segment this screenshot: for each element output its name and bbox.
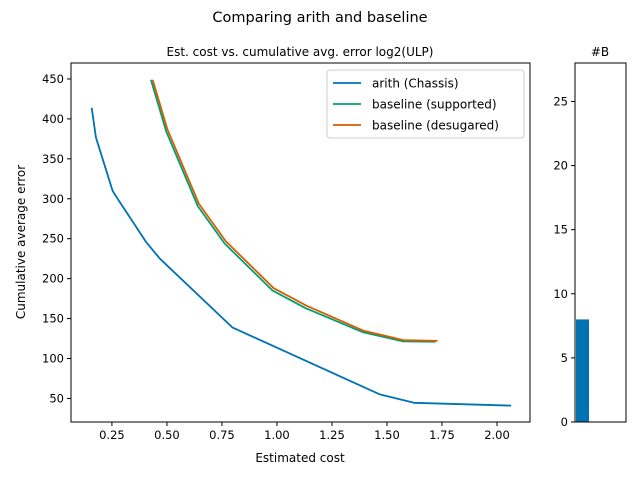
legend-label-2: baseline (desugared) [372,119,499,133]
count-y-tick-label: 10 [553,287,568,301]
x-tick-label: 2.00 [484,428,510,442]
y-tick-label: 100 [42,352,64,366]
y-tick-label: 350 [42,152,64,166]
y-tick-label: 50 [49,391,64,405]
y-tick-label: 400 [42,112,64,126]
count-frame [574,62,627,423]
x-tick-label: 1.75 [429,428,455,442]
count-y-tick-label: 5 [561,351,568,365]
x-tick-label: 1.00 [264,428,290,442]
count-y-tick-label: 25 [553,94,568,108]
legend-label-1: baseline (supported) [372,98,497,112]
x-tick-label: 0.25 [99,428,125,442]
count-title: #B [591,45,609,59]
count-y-tick-label: 0 [561,415,568,429]
legend-label-0: arith (Chassis) [372,77,459,91]
y-tick-label: 250 [42,232,64,246]
y-axis-label: Cumulative average error [14,165,28,319]
y-tick-label: 300 [42,192,64,206]
series-line-0 [90,107,512,407]
y-tick-label: 450 [42,72,64,86]
x-tick-label: 0.75 [209,428,235,442]
series-line-1 [150,79,436,343]
count-y-tick-label: 20 [553,159,568,173]
x-axis-label: Estimated cost [255,451,345,465]
legend: arith (Chassis) baseline (supported) basel… [326,69,525,139]
figure-suptitle: Comparing arith and baseline [212,10,427,26]
plot-frame [70,62,531,423]
x-tick-label: 0.50 [154,428,180,442]
x-tick-label: 1.25 [319,428,345,442]
y-tick-label: 200 [42,272,64,286]
x-tick-label: 1.50 [374,428,400,442]
main-title: Est. cost vs. cumulative avg. error log2… [167,45,434,59]
y-tick-label: 150 [42,312,64,326]
legend-box [326,69,525,139]
bar-0 [576,319,589,422]
count-axes: #B 0 5 10 15 20 25 [553,45,627,429]
count-y-tick-label: 15 [553,223,568,237]
series-line-2 [151,79,438,342]
main-axes: Est. cost vs. cumulative avg. error log2… [14,45,531,465]
